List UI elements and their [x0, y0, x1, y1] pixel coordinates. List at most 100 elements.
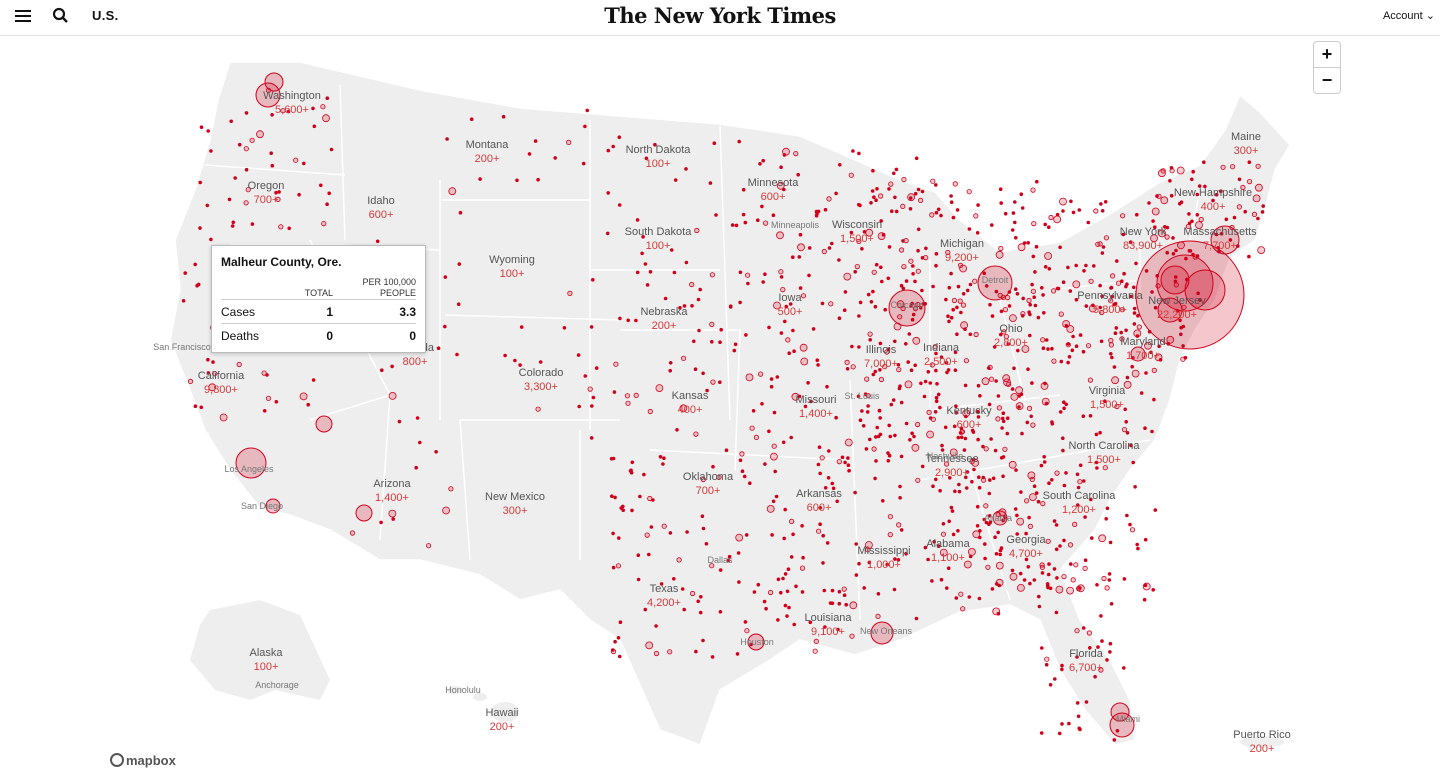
county-dot[interactable]	[767, 589, 774, 596]
county-dot[interactable]	[886, 276, 891, 281]
county-dot[interactable]	[936, 207, 941, 212]
county-dot[interactable]	[1061, 209, 1065, 213]
county-dot[interactable]	[1058, 410, 1063, 414]
county-dot[interactable]	[648, 269, 653, 274]
county-dot[interactable]	[591, 395, 596, 400]
county-dot[interactable]	[250, 222, 255, 226]
county-dot[interactable]	[976, 409, 980, 414]
county-dot[interactable]	[1112, 738, 1117, 742]
county-dot[interactable]	[987, 478, 992, 482]
county-dot[interactable]	[794, 584, 798, 589]
county-dot[interactable]	[878, 432, 883, 437]
county-dot[interactable]	[780, 286, 786, 293]
county-dot[interactable]	[1030, 288, 1037, 294]
county-dot[interactable]	[689, 590, 696, 597]
county-dot[interactable]	[274, 399, 279, 404]
county-dot[interactable]	[1108, 641, 1113, 646]
county-dot[interactable]	[661, 462, 665, 466]
county-dot[interactable]	[1017, 394, 1021, 398]
county-dot[interactable]	[878, 367, 882, 372]
county-dot[interactable]	[781, 440, 786, 445]
county-dot[interactable]	[971, 430, 976, 434]
county-dot[interactable]	[1017, 405, 1021, 409]
county-dot[interactable]	[1052, 567, 1057, 571]
county-dot[interactable]	[826, 475, 831, 480]
county-dot[interactable]	[897, 386, 902, 391]
county-dot[interactable]	[1062, 320, 1070, 328]
county-dot[interactable]	[1002, 306, 1009, 313]
county-dot[interactable]	[867, 560, 872, 565]
county-dot[interactable]	[908, 258, 914, 264]
county-dot[interactable]	[960, 321, 968, 330]
county-dot[interactable]	[1089, 497, 1093, 502]
county-dot[interactable]	[1047, 266, 1052, 271]
county-dot[interactable]	[776, 231, 784, 240]
county-dot[interactable]	[1044, 252, 1052, 260]
county-dot[interactable]	[388, 391, 397, 400]
county-dot[interactable]	[737, 139, 741, 144]
county-dot[interactable]	[1066, 342, 1071, 346]
county-dot[interactable]	[1125, 375, 1130, 380]
county-dot[interactable]	[1108, 540, 1113, 545]
county-dot[interactable]	[781, 576, 785, 581]
county-dot[interactable]	[837, 316, 842, 321]
county-dot[interactable]	[1096, 645, 1100, 649]
county-dot[interactable]	[988, 376, 995, 382]
county-dot[interactable]	[1017, 584, 1025, 592]
county-dot[interactable]	[994, 551, 999, 556]
county-dot[interactable]	[193, 262, 198, 267]
county-dot[interactable]	[327, 191, 332, 196]
county-dot[interactable]	[640, 251, 644, 256]
county-dot[interactable]	[198, 226, 202, 230]
county-dot[interactable]	[1111, 376, 1119, 385]
county-dot[interactable]	[668, 531, 673, 535]
county-dot[interactable]	[972, 467, 976, 472]
county-dot[interactable]	[1053, 215, 1062, 224]
county-dot[interactable]	[1020, 313, 1025, 318]
county-dot[interactable]	[798, 232, 803, 237]
county-dot[interactable]	[1044, 656, 1050, 662]
county-dot[interactable]	[1082, 268, 1086, 273]
county-dot[interactable]	[625, 400, 631, 406]
county-dot[interactable]	[858, 418, 863, 423]
county-dot[interactable]	[1150, 234, 1158, 243]
county-dot[interactable]	[1171, 252, 1176, 256]
county-dot[interactable]	[256, 130, 264, 139]
county-dot[interactable]	[779, 275, 784, 279]
county-dot[interactable]	[800, 590, 805, 594]
county-dot[interactable]	[1214, 192, 1219, 197]
county-dot[interactable]	[872, 195, 876, 200]
county-dot[interactable]	[917, 197, 924, 203]
county-dot[interactable]	[923, 545, 928, 550]
county-dot[interactable]	[926, 369, 931, 374]
county-dot[interactable]	[782, 536, 786, 541]
county-dot[interactable]	[727, 554, 732, 559]
county-dot[interactable]	[993, 448, 998, 453]
county-dot[interactable]	[1255, 183, 1263, 192]
county-dot[interactable]	[956, 284, 961, 289]
county-dot[interactable]	[1237, 177, 1242, 182]
county-dot[interactable]	[1084, 700, 1089, 704]
county-dot[interactable]	[610, 648, 617, 655]
county-dot[interactable]	[209, 237, 213, 242]
county-dot[interactable]	[1034, 491, 1039, 495]
county-dot[interactable]	[1055, 585, 1064, 594]
county-dot[interactable]	[995, 561, 1004, 570]
county-dot[interactable]	[877, 193, 884, 199]
county-dot[interactable]	[1034, 244, 1039, 249]
county-dot[interactable]	[287, 226, 292, 231]
county-dot[interactable]	[767, 429, 771, 434]
county-dot[interactable]	[822, 588, 827, 593]
county-dot[interactable]	[874, 198, 878, 203]
county-dot[interactable]	[1173, 275, 1178, 279]
county-dot[interactable]	[975, 504, 980, 509]
county-dot[interactable]	[935, 381, 939, 386]
county-dot[interactable]	[947, 475, 952, 480]
county-dot[interactable]	[949, 505, 954, 510]
county-dot[interactable]	[821, 248, 827, 255]
county-dot[interactable]	[1057, 731, 1062, 736]
county-dot[interactable]	[1060, 663, 1064, 668]
county-dot[interactable]	[934, 368, 938, 373]
county-dot[interactable]	[1042, 310, 1046, 315]
county-dot[interactable]	[888, 181, 894, 187]
